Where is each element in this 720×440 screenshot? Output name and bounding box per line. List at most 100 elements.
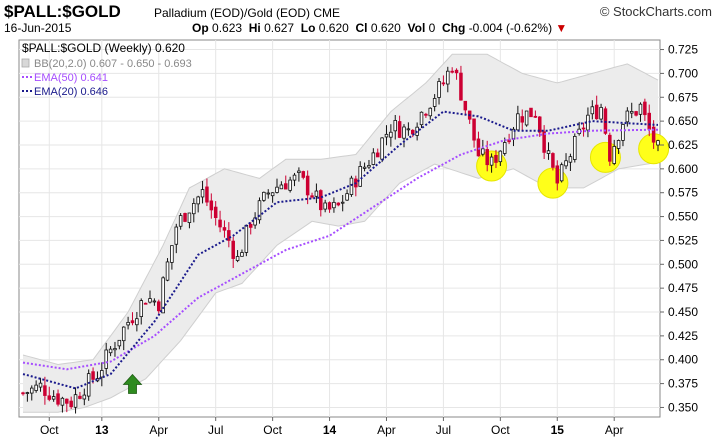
chart-title: $PALL:$GOLD (Weekly) 0.620: [22, 41, 185, 55]
candle: [498, 150, 503, 166]
chart-legend: $PALL:$GOLD (Weekly) 0.620 BB(20,2.0) 0.6…: [21, 41, 192, 98]
candle: [459, 65, 463, 101]
candle: [78, 391, 82, 400]
candle-body: [148, 298, 152, 303]
legend-swatch: [21, 58, 30, 68]
quote-values: Op 0.623 Hi 0.627 Lo 0.620 Cl 0.620 Vol …: [192, 21, 567, 35]
candle-body: [121, 326, 126, 342]
x-tick-label: 14: [323, 423, 337, 437]
candle: [559, 162, 564, 183]
candle-body: [546, 150, 551, 154]
up-arrow-icon: [122, 373, 143, 394]
candle: [621, 123, 625, 147]
candle: [476, 131, 481, 157]
candle-body: [139, 300, 143, 317]
candle-body: [244, 224, 249, 253]
candle-body: [301, 171, 306, 178]
candle: [656, 139, 660, 152]
candle: [340, 195, 345, 212]
candle: [262, 191, 266, 202]
candle: [113, 341, 117, 357]
x-tick-label: Apr: [377, 423, 396, 437]
candle-body: [43, 385, 47, 396]
x-axis: Oct 13 Apr Jul Oct 14 Apr Jul Oct 15 Apr: [40, 417, 624, 437]
candle: [51, 390, 56, 402]
candle: [227, 222, 231, 248]
candle-body: [406, 128, 411, 131]
candle: [43, 376, 47, 405]
candle: [551, 152, 555, 171]
y-tick-label: 0.400: [668, 353, 698, 367]
candle-body: [257, 200, 262, 221]
candle-body: [30, 387, 34, 394]
candle-body: [314, 190, 319, 197]
candle-body: [643, 101, 647, 116]
candle: [244, 224, 249, 257]
candle-body: [213, 206, 218, 219]
candle-body: [60, 397, 65, 406]
candle: [275, 178, 279, 194]
candle: [231, 236, 235, 268]
open-value: 0.623: [212, 21, 243, 35]
candle: [266, 189, 270, 199]
candle-body: [437, 81, 441, 98]
candle-body: [476, 138, 481, 157]
candle-body: [78, 395, 82, 399]
candle: [30, 385, 34, 401]
x-tick-label: Apr: [605, 423, 624, 437]
candle: [625, 107, 630, 127]
candle: [594, 95, 599, 120]
candle-body: [349, 177, 354, 195]
candle-body: [459, 72, 463, 101]
candle-body: [279, 184, 284, 190]
candle-body: [143, 302, 148, 305]
candle-body: [393, 120, 397, 132]
candle: [389, 124, 393, 147]
close-value: 0.620: [370, 21, 401, 35]
volume-value: 0: [428, 21, 436, 35]
candle-body: [69, 400, 73, 408]
bollinger-upper-line: [22, 53, 659, 366]
candle-body: [647, 112, 651, 130]
candle-body: [599, 106, 603, 120]
candle-body: [187, 212, 192, 223]
candle: [170, 245, 174, 270]
candle: [327, 201, 332, 213]
candle-body: [209, 200, 214, 211]
volume-label: Vol: [407, 21, 426, 35]
candle-body: [375, 152, 380, 158]
x-tick-label: Oct: [491, 423, 510, 437]
candle-body: [551, 153, 555, 168]
candle-body: [270, 192, 275, 197]
candle: [494, 149, 498, 169]
candle-body: [555, 165, 560, 184]
candle-body: [21, 392, 25, 395]
candle: [38, 377, 43, 392]
candle: [638, 102, 643, 122]
x-tick-label: 15: [551, 423, 565, 437]
candle-body: [91, 371, 95, 380]
stockcharts-credit[interactable]: © StockCharts.com: [599, 4, 712, 19]
candle-body: [292, 174, 297, 181]
y-tick-label: 0.375: [668, 377, 698, 391]
candle-body: [165, 261, 170, 281]
legend-entry: BB(20,2.0) 0.607 - 0.650 - 0.693: [34, 58, 192, 70]
quote-date: 16-Jun-2015: [4, 21, 72, 35]
candle: [218, 210, 222, 233]
x-tick-label: Jul: [208, 423, 223, 437]
candle: [284, 175, 288, 190]
candle: [643, 98, 647, 121]
candle-body: [345, 193, 349, 201]
candle-body: [616, 140, 621, 149]
candle: [367, 159, 371, 170]
candle-body: [222, 227, 227, 231]
candle: [108, 346, 113, 357]
candle-body: [481, 148, 485, 155]
change-label: Chg: [442, 21, 466, 35]
candle-body: [638, 103, 643, 115]
candle: [240, 249, 244, 257]
candle-body: [192, 203, 196, 215]
candle: [573, 133, 577, 163]
candle-body: [51, 396, 56, 400]
